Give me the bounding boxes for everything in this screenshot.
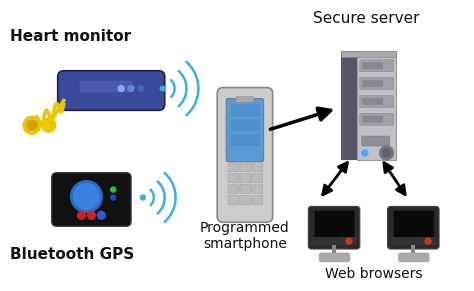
Circle shape	[87, 211, 95, 219]
FancyBboxPatch shape	[80, 81, 133, 93]
FancyBboxPatch shape	[357, 51, 396, 160]
FancyBboxPatch shape	[362, 116, 383, 123]
FancyBboxPatch shape	[360, 78, 393, 90]
FancyBboxPatch shape	[360, 60, 393, 72]
Circle shape	[73, 184, 100, 210]
Circle shape	[160, 86, 165, 91]
FancyBboxPatch shape	[228, 196, 239, 205]
Circle shape	[71, 181, 102, 212]
Circle shape	[138, 86, 144, 92]
Circle shape	[140, 195, 146, 200]
Circle shape	[118, 86, 124, 92]
Circle shape	[362, 150, 368, 156]
Circle shape	[346, 238, 352, 244]
FancyBboxPatch shape	[360, 113, 393, 125]
FancyBboxPatch shape	[341, 51, 396, 57]
FancyBboxPatch shape	[230, 119, 260, 131]
FancyBboxPatch shape	[341, 51, 357, 160]
Text: Bluetooth GPS: Bluetooth GPS	[10, 247, 135, 262]
FancyBboxPatch shape	[362, 80, 383, 87]
FancyBboxPatch shape	[252, 184, 263, 194]
FancyBboxPatch shape	[240, 174, 251, 183]
Circle shape	[111, 187, 116, 192]
Text: Heart monitor: Heart monitor	[10, 29, 131, 44]
FancyBboxPatch shape	[308, 206, 360, 249]
Circle shape	[78, 211, 85, 219]
FancyBboxPatch shape	[314, 210, 355, 241]
Circle shape	[383, 149, 391, 157]
FancyBboxPatch shape	[217, 88, 273, 222]
FancyBboxPatch shape	[240, 196, 251, 205]
FancyBboxPatch shape	[230, 134, 260, 146]
FancyBboxPatch shape	[399, 253, 429, 262]
FancyBboxPatch shape	[388, 206, 439, 249]
FancyBboxPatch shape	[52, 173, 131, 226]
FancyBboxPatch shape	[252, 196, 263, 205]
Text: Secure server: Secure server	[313, 11, 420, 26]
FancyBboxPatch shape	[360, 95, 393, 107]
FancyBboxPatch shape	[58, 71, 164, 110]
FancyBboxPatch shape	[391, 237, 436, 245]
FancyBboxPatch shape	[362, 62, 383, 69]
FancyBboxPatch shape	[236, 97, 254, 102]
FancyBboxPatch shape	[230, 104, 260, 116]
Circle shape	[97, 211, 105, 219]
FancyBboxPatch shape	[393, 210, 434, 241]
Circle shape	[128, 86, 134, 92]
FancyBboxPatch shape	[228, 184, 239, 194]
FancyBboxPatch shape	[226, 98, 264, 162]
FancyBboxPatch shape	[228, 174, 239, 183]
Text: Programmed
smartphone: Programmed smartphone	[200, 221, 290, 251]
FancyBboxPatch shape	[252, 163, 263, 172]
FancyBboxPatch shape	[252, 174, 263, 183]
FancyBboxPatch shape	[228, 163, 239, 172]
FancyBboxPatch shape	[311, 237, 357, 245]
FancyBboxPatch shape	[362, 136, 390, 146]
FancyBboxPatch shape	[319, 253, 350, 262]
Circle shape	[27, 120, 37, 130]
Circle shape	[23, 116, 41, 134]
Circle shape	[425, 238, 431, 244]
Circle shape	[42, 118, 56, 132]
FancyBboxPatch shape	[362, 98, 383, 105]
Text: Web browsers: Web browsers	[325, 267, 422, 281]
Circle shape	[111, 195, 116, 200]
Circle shape	[380, 146, 393, 160]
FancyBboxPatch shape	[240, 163, 251, 172]
FancyBboxPatch shape	[240, 184, 251, 194]
